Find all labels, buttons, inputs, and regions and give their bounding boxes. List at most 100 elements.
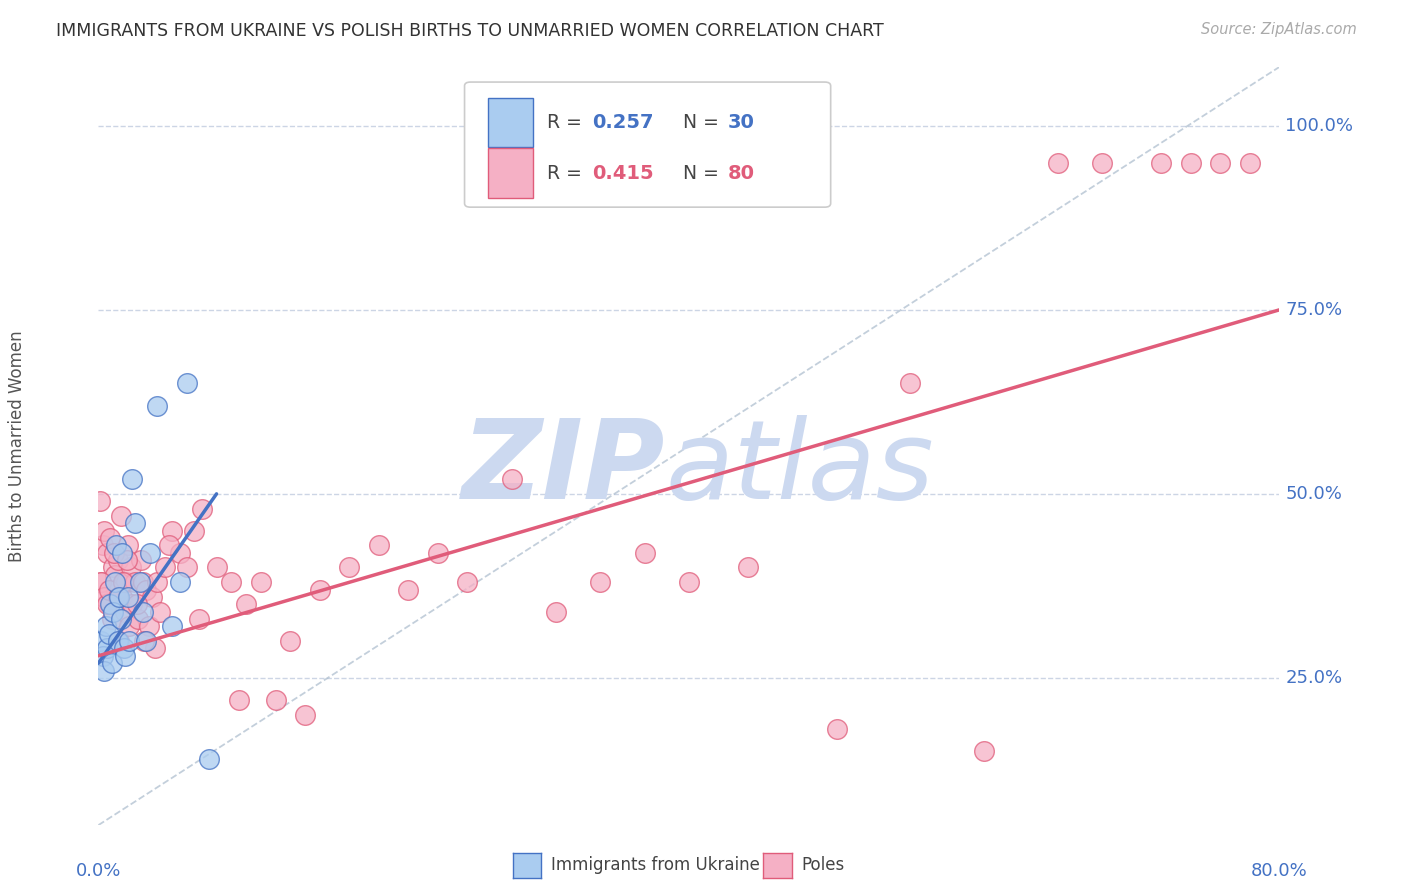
Text: ZIP: ZIP	[461, 416, 665, 522]
Point	[93, 590, 115, 604]
Point	[398, 582, 420, 597]
Point	[1239, 155, 1261, 169]
Point	[93, 664, 115, 678]
Point	[1180, 155, 1202, 169]
Point	[294, 707, 316, 722]
Point	[91, 538, 114, 552]
Point	[104, 567, 127, 582]
FancyBboxPatch shape	[488, 148, 533, 198]
Point	[825, 723, 848, 737]
Point	[134, 634, 156, 648]
Point	[108, 590, 131, 604]
Point	[90, 634, 112, 648]
Point	[162, 524, 183, 538]
Text: R =: R =	[547, 163, 588, 183]
Point	[128, 575, 150, 590]
Point	[198, 752, 221, 766]
Point	[135, 634, 157, 648]
Text: 80.0%: 80.0%	[1251, 862, 1308, 880]
Point	[108, 634, 131, 648]
Point	[103, 560, 125, 574]
Text: 0.257: 0.257	[592, 112, 654, 132]
Point	[205, 560, 228, 574]
Text: N =: N =	[683, 112, 725, 132]
Text: 80: 80	[728, 163, 755, 183]
Point	[1091, 155, 1114, 169]
Point	[589, 575, 612, 590]
Point	[90, 575, 112, 590]
Point	[169, 575, 191, 590]
Point	[1150, 155, 1173, 169]
Point	[264, 693, 287, 707]
Point	[110, 612, 132, 626]
Point	[117, 538, 139, 552]
Point	[146, 575, 169, 590]
Point	[187, 612, 209, 626]
Point	[96, 597, 118, 611]
Point	[176, 560, 198, 574]
Text: Source: ZipAtlas.com: Source: ZipAtlas.com	[1201, 22, 1357, 37]
Text: Poles: Poles	[801, 856, 845, 874]
Point	[118, 634, 141, 648]
Point	[127, 612, 149, 626]
Point	[121, 472, 143, 486]
Point	[339, 560, 361, 574]
Text: 0.415: 0.415	[592, 163, 654, 183]
Point	[105, 582, 128, 597]
Point	[111, 546, 134, 560]
Point	[114, 605, 136, 619]
Point	[125, 597, 148, 611]
Point	[96, 641, 118, 656]
Point	[107, 634, 129, 648]
Point	[105, 538, 128, 552]
Point	[103, 546, 125, 560]
Point	[112, 575, 135, 590]
Point	[235, 597, 257, 611]
Text: Immigrants from Ukraine: Immigrants from Ukraine	[551, 856, 761, 874]
Point	[110, 508, 132, 523]
Text: N =: N =	[683, 163, 725, 183]
Point	[228, 693, 250, 707]
Point	[100, 656, 122, 670]
Point	[114, 648, 136, 663]
Point	[104, 575, 127, 590]
Point	[124, 516, 146, 531]
Point	[146, 399, 169, 413]
Point	[124, 575, 146, 590]
Point	[111, 575, 134, 590]
Point	[191, 501, 214, 516]
Point	[678, 575, 700, 590]
Point	[1047, 155, 1070, 169]
Point	[149, 605, 172, 619]
Point	[153, 560, 176, 574]
Point	[250, 575, 273, 590]
Point	[94, 619, 117, 633]
Point	[118, 619, 141, 633]
Point	[121, 597, 143, 611]
Point	[143, 641, 166, 656]
Point	[546, 605, 568, 619]
Text: 25.0%: 25.0%	[1285, 669, 1343, 687]
Text: atlas: atlas	[665, 416, 934, 522]
Point	[100, 612, 122, 626]
Point	[93, 524, 115, 538]
Text: 75.0%: 75.0%	[1285, 301, 1343, 318]
Point	[1209, 155, 1232, 169]
Point	[132, 575, 155, 590]
Point	[162, 619, 183, 633]
Point	[157, 538, 180, 552]
Point	[737, 560, 759, 574]
Point	[120, 560, 142, 574]
Point	[89, 494, 111, 508]
Point	[280, 634, 302, 648]
Point	[91, 648, 114, 663]
Point	[139, 546, 162, 560]
Point	[135, 582, 157, 597]
Point	[97, 626, 120, 640]
Point	[141, 590, 163, 604]
Point	[111, 590, 134, 604]
Point	[115, 575, 138, 590]
Text: R =: R =	[547, 112, 588, 132]
Point	[115, 553, 138, 567]
Point	[973, 744, 995, 758]
